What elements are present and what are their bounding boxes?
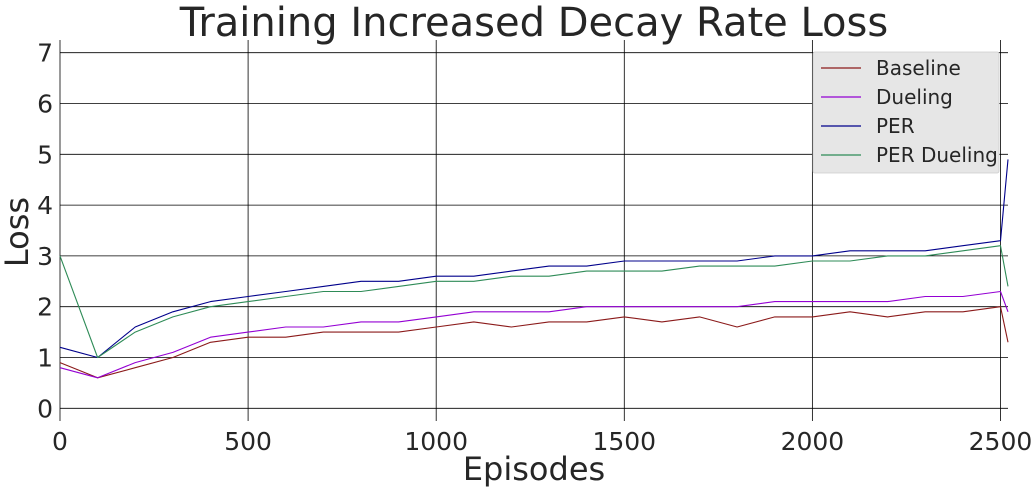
series-line [59,290,1009,379]
x-tick-label: 1500 [592,427,656,456]
series-line [59,159,1009,359]
y-tick-label: 2 [37,293,53,322]
legend-box [812,51,1000,174]
chart-title: Training Increased Decay Rate Loss [179,0,888,46]
y-tick-label: 5 [37,140,53,169]
series-layer [59,159,1009,379]
y-tick-label: 7 [37,39,53,68]
y-tick-label: 1 [37,344,53,373]
x-tick-label: 1000 [404,427,468,456]
x-tick-label: 0 [52,427,68,456]
ticks: 0 500 1000 1500 2000 2500 0 1 2 3 4 5 6 7 [37,39,1032,456]
y-tick-label: 4 [37,191,53,220]
x-tick-label: 2500 [969,427,1033,456]
legend-label: Baseline [876,56,961,80]
legend: Baseline Dueling PER PER Dueling [812,51,1000,174]
y-tick-label: 6 [37,90,53,119]
legend-label: PER Dueling [876,143,998,167]
y-tick-label: 3 [37,242,53,271]
x-tick-label: 500 [224,427,272,456]
y-axis-label: Loss [0,197,36,267]
x-tick-label: 2000 [781,427,845,456]
series-line [59,245,1009,359]
legend-label: PER [876,114,915,138]
y-tick-label: 0 [37,394,53,423]
legend-label: Dueling [876,85,953,109]
series-line [59,306,1009,379]
x-axis-label: Episodes [463,450,605,488]
